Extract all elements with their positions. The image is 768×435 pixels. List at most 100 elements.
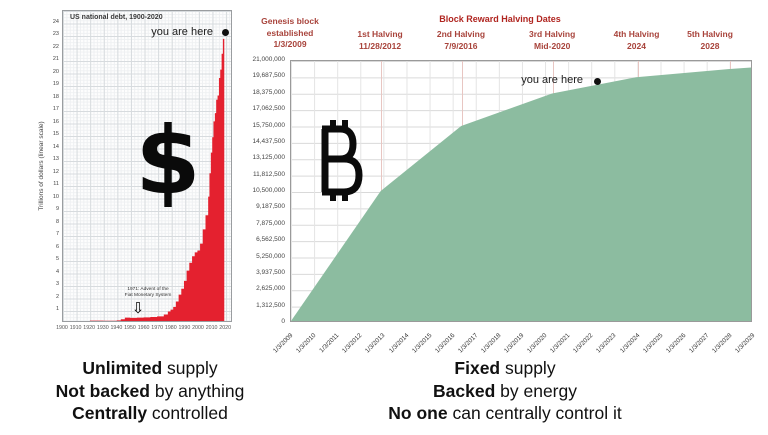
caption-line: Fixed supply xyxy=(300,357,710,380)
halving-label-line: 5th Halving xyxy=(687,29,733,39)
y-tick-label: 5 xyxy=(55,256,59,262)
btc-area-plot xyxy=(291,67,751,321)
fiat-caption: Unlimited supply Not backed by anything … xyxy=(0,357,300,425)
y-tick-label: 9,187,500 xyxy=(256,203,285,211)
y-tick-label: 18 xyxy=(52,93,59,100)
caption-line: Unlimited supply xyxy=(0,357,300,380)
y-tick-label: 8 xyxy=(55,218,59,225)
y-tick-label: 12 xyxy=(52,168,59,175)
caption-bold: No one xyxy=(388,403,448,423)
halving-chart-title: Block Reward Halving Dates xyxy=(439,14,561,24)
fiat-annotation-line1: 1971: Advent of the xyxy=(127,287,169,292)
y-tick-label: 0 xyxy=(281,318,285,325)
halving-label-line: Mid-2020 xyxy=(533,40,571,51)
debt-you-are-here-dot xyxy=(221,28,229,36)
y-tick-label: 2 xyxy=(55,293,59,300)
y-tick-label: 19,687,500 xyxy=(252,72,285,80)
caption-bold: Backed xyxy=(433,380,496,401)
halving-label-line: 1st Halving xyxy=(357,29,403,39)
caption-bold: Centrally xyxy=(72,403,148,423)
halving-label: 2nd Halving 7/9/2016 xyxy=(405,29,517,52)
y-tick-label: 14 xyxy=(52,143,59,150)
caption-rest: supply xyxy=(162,358,218,378)
x-tick-label: 1920 xyxy=(83,325,96,331)
y-tick-label: 17 xyxy=(52,106,59,112)
area-series xyxy=(291,67,751,321)
y-tick-label: 24 xyxy=(52,18,59,25)
halving-label-line: 2024 xyxy=(627,40,646,51)
y-tick-label: 6,562,500 xyxy=(256,236,285,244)
x-tick-label: 1990 xyxy=(178,325,191,331)
y-tick-label: 4 xyxy=(55,268,59,275)
y-tick-label: 2,625,000 xyxy=(256,285,285,293)
y-tick-label: 21 xyxy=(52,56,59,62)
halving-label: 1st Halving 11/28/2012 xyxy=(324,29,436,52)
halving-label-line: Genesis block xyxy=(261,16,319,26)
y-tick-label: 18,375,000 xyxy=(252,88,285,96)
halving-label-line: 4th Halving xyxy=(613,29,660,39)
y-tick-label: 13 xyxy=(52,156,59,162)
caption-bold: Unlimited xyxy=(82,358,163,378)
y-tick-label: 11,812,500 xyxy=(252,170,285,178)
caption-rest: by energy xyxy=(495,380,577,401)
x-tick-label: 1900 xyxy=(56,325,68,331)
caption-rest: can centrally control it xyxy=(447,403,622,423)
y-tick-label: 9 xyxy=(55,206,59,212)
y-tick-label: 11 xyxy=(53,181,59,187)
caption-line: Not backed by anything xyxy=(0,380,300,403)
y-tick-label: 15,750,000 xyxy=(252,121,285,129)
halving-label: 5th Halving 2028 xyxy=(654,29,766,52)
y-tick-label: 21,000,000 xyxy=(252,56,285,63)
x-tick-label: 1960 xyxy=(137,325,150,331)
bitcoin-supply-chart xyxy=(290,60,752,322)
x-tick-label: 2020 xyxy=(219,325,232,331)
y-tick-label: 5,250,000 xyxy=(256,252,285,260)
y-tick-label: 20 xyxy=(52,68,59,75)
halving-label-line: 2nd Halving xyxy=(436,29,486,39)
halving-label-line: 7/9/2016 xyxy=(444,40,478,51)
btc-you-are-here-label: you are here xyxy=(521,74,583,86)
halving-label-line: 1/3/2009 xyxy=(273,39,307,49)
y-tick-label: 14,437,500 xyxy=(252,137,285,145)
x-tick-label: 2000 xyxy=(192,325,204,331)
halving-label-line: 11/28/2012 xyxy=(359,40,402,51)
y-tick-label: 1 xyxy=(55,306,59,312)
y-tick-label: 17,062,500 xyxy=(252,105,285,113)
caption-line: No one can centrally control it xyxy=(300,402,710,425)
y-tick-label: 23 xyxy=(52,31,59,37)
x-tick-label: 1910 xyxy=(69,325,82,331)
y-tick-label: 19 xyxy=(52,81,59,87)
y-tick-label: 13,125,000 xyxy=(252,154,285,162)
x-tick-label: 1950 xyxy=(124,325,136,331)
caption-bold: Not backed xyxy=(55,380,150,401)
x-tick-label: 1970 xyxy=(151,325,164,331)
area-series xyxy=(63,32,225,321)
caption-line: Backed by energy xyxy=(300,380,710,403)
halving-label-line: 2028 xyxy=(700,40,720,51)
caption-rest: controlled xyxy=(147,403,228,423)
y-tick-label: 7 xyxy=(55,231,59,237)
dollar-symbol-icon: $ xyxy=(135,107,201,216)
bitcoin-caption: Fixed supply Backed by energy No one can… xyxy=(300,357,710,425)
y-tick-label: 3 xyxy=(55,281,59,287)
fiat-1971-annotation: 1971: Advent of the Fiat Monetary System xyxy=(112,287,184,299)
y-tick-label: 16 xyxy=(52,118,59,125)
bitcoin-symbol-icon xyxy=(321,120,363,201)
y-tick-label: 1,312,500 xyxy=(256,301,285,309)
x-tick-label: 2010 xyxy=(205,325,218,331)
halving-label-line: established xyxy=(266,27,314,38)
halving-label-line: 3rd Halving xyxy=(529,29,576,39)
btc-you-are-here-dot xyxy=(593,77,601,85)
halving-label: 3rd Halving Mid-2020 xyxy=(496,29,608,52)
y-tick-label: 10 xyxy=(52,193,59,200)
y-tick-label: 22 xyxy=(52,43,59,50)
caption-line: Centrally controlled xyxy=(0,402,300,425)
us-debt-chart: US national debt, 1900-2020 xyxy=(62,10,232,322)
y-tick-label: 10,500,000 xyxy=(252,187,285,194)
debt-you-are-here-label: you are here xyxy=(151,26,213,38)
caption-bold: Fixed xyxy=(454,358,501,378)
x-tick-label: 1940 xyxy=(110,325,123,331)
caption-rest: supply xyxy=(500,358,556,378)
debt-area-plot xyxy=(63,32,225,321)
y-tick-label: 3,937,500 xyxy=(256,268,285,276)
